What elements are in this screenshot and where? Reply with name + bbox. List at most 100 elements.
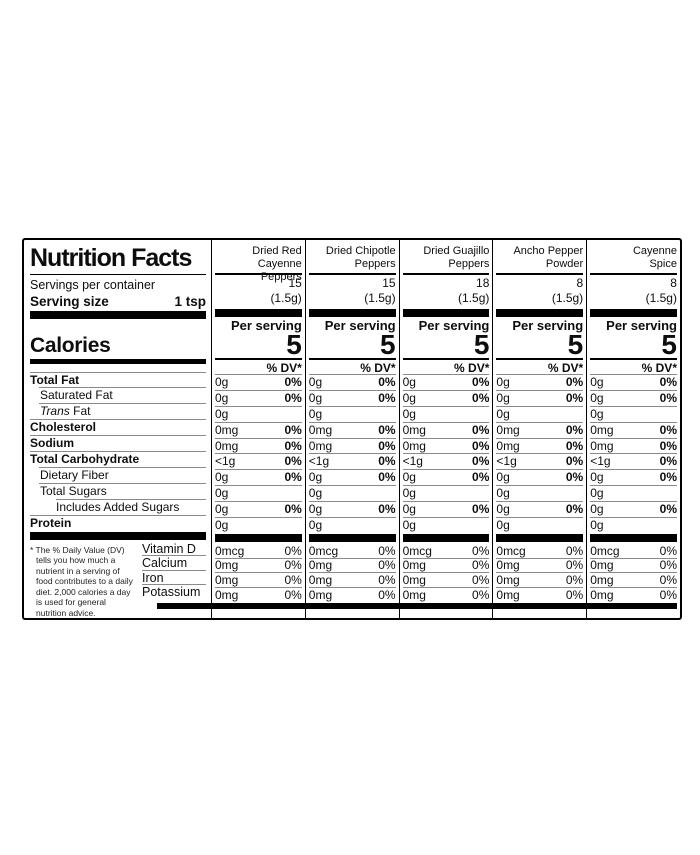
nutrient-row: Saturated Fat <box>30 387 206 403</box>
vitamin-value-row: 0mg 0% <box>402 558 490 573</box>
nutrient-value-row: 0g 0% <box>496 374 583 390</box>
nutrient-value-rows: 0g 0% 0g 0% 0g 0mg 0% 0mg 0% <1g 0% 0g 0% 0g 0g 0% 0g <box>308 374 396 533</box>
nutrient-value-row: 0mg 0% <box>402 437 490 454</box>
thick-divider-bar <box>402 534 490 542</box>
thick-divider-bar <box>590 534 677 542</box>
nutrition-facts-panel: Nutrition Facts Servings per container S… <box>22 238 682 620</box>
nutrient-value-row: 0g 0% <box>308 389 396 406</box>
nutrient-amount: 0g <box>215 470 229 485</box>
nutrient-name-italic-part: Trans <box>40 404 70 419</box>
nutrient-dv: 0% <box>378 454 396 469</box>
serving-weight: (1.5g) <box>270 290 302 305</box>
nutrient-value-row: 0g <box>215 405 302 422</box>
nutrient-amount: <1g <box>308 454 330 469</box>
nutrient-dv: 0% <box>565 390 584 405</box>
nutrient-amount: 0g <box>590 406 604 421</box>
nutrient-value-row: 0g 0% <box>402 469 489 485</box>
nutrient-dv: 0% <box>565 502 584 517</box>
nutrient-amount: 0g <box>496 470 510 485</box>
nutrient-dv: 0% <box>565 422 584 437</box>
product-name-divider <box>496 273 584 275</box>
nutrient-amount: 0g <box>590 390 604 405</box>
nutrient-name: Protein <box>30 515 72 530</box>
vitamin-value-row: 0mg 0% <box>496 558 584 573</box>
nutrient-value-row: 0mg 0% <box>215 421 302 438</box>
product-header: Cayenne Spice 8 (1.5g) Per serving 5% DV* <box>590 240 677 374</box>
vitamin-dv: 0% <box>284 587 302 602</box>
nutrient-amount: 0g <box>402 406 416 421</box>
nutrient-amount: 0g <box>215 406 229 421</box>
vitamin-dv: 0% <box>659 572 677 587</box>
nutrient-value-row: <1g 0% <box>590 453 677 469</box>
servings-count: 8 <box>576 275 584 290</box>
nutrient-dv: 0% <box>472 374 490 389</box>
nutrient-dv: 0% <box>284 422 302 437</box>
vitamin-dv: 0% <box>659 587 677 602</box>
vitamin-dv: 0% <box>378 587 396 602</box>
product-name-divider <box>215 273 302 275</box>
calories-divider-bar <box>496 357 584 360</box>
nutrient-value-row: 0g <box>496 517 583 533</box>
vitamin-amount: 0mg <box>215 572 239 587</box>
vitamin-amount: 0mg <box>308 572 333 587</box>
nutrient-value-row: 0g <box>496 405 583 422</box>
nutrient-amount: 0mg <box>496 422 520 437</box>
nutrient-dv: 0% <box>472 502 490 517</box>
vitamin-name: Vitamin D <box>142 542 206 556</box>
nutrient-row: Trans Fat <box>30 403 206 419</box>
nutrient-name: Sodium <box>30 436 74 451</box>
calories-value: 5 <box>567 328 584 360</box>
thick-divider-bar <box>308 534 396 542</box>
per-serving-label: Per serving <box>230 317 302 333</box>
vitamin-value-row: 0mg 0% <box>590 588 677 603</box>
nutrient-amount: 0mg <box>496 438 520 453</box>
nutrient-value-row: 0mg 0% <box>590 421 677 438</box>
servings-count: 15 <box>382 275 396 290</box>
product-name-divider <box>402 273 490 275</box>
vitamin-value-row: 0mcg 0% <box>308 544 396 559</box>
vitamin-value-rows: 0mcg 0% 0mg 0% 0mg 0% 0mg 0% <box>590 544 677 602</box>
nutrient-amount: 0g <box>308 517 323 532</box>
nutrient-amount: 0g <box>308 502 323 517</box>
vitamin-value-row: 0mg 0% <box>215 573 302 588</box>
nutrient-value-row: 0g <box>402 517 490 533</box>
nutrient-dv: 0% <box>472 438 490 453</box>
vitamin-amount: 0mcg <box>590 543 620 558</box>
nutrient-value-rows: 0g 0% 0g 0% 0g 0mg 0% 0mg 0% <1g 0% 0g 0% 0g 0g 0% 0g <box>590 374 677 533</box>
per-serving-label: Per serving <box>324 317 396 333</box>
nutrient-value-row: 0mg 0% <box>308 421 396 438</box>
nutrient-value-row: 0g <box>308 517 396 533</box>
nutrient-amount: 0g <box>496 486 510 501</box>
nutrient-value-rows: 0g 0% 0g 0% 0g 0mg 0% 0mg 0% <1g 0% 0g 0% 0g 0g 0% 0g <box>402 374 490 533</box>
product-name-divider <box>590 273 677 275</box>
nutrient-value-row: 0g 0% <box>590 389 677 406</box>
bottom-divider-bar <box>157 603 677 609</box>
vitamin-value-row: 0mcg 0% <box>215 544 302 559</box>
nutrient-dv: 0% <box>378 438 396 453</box>
nutrient-dv: 0% <box>659 454 677 469</box>
nutrient-row: Includes Added Sugars <box>30 498 206 515</box>
label-descriptor-column: Nutrition Facts Servings per container S… <box>24 240 211 618</box>
servings-count: 8 <box>670 275 677 290</box>
product-name: Dried Guajillo Peppers <box>423 245 490 270</box>
vitamin-value-row: 0mg 0% <box>496 588 583 603</box>
nutrient-dv: 0% <box>659 422 677 437</box>
thick-divider-bar <box>30 311 206 319</box>
nutrient-name: Cholesterol <box>30 420 97 435</box>
product-name: Ancho Pepper Powder <box>513 245 584 270</box>
per-serving-label: Per serving <box>512 317 584 333</box>
vitamin-amount: 0mg <box>308 558 333 573</box>
nutrient-value-row: 0mg 0% <box>215 437 302 454</box>
nutrient-value-row: 0g <box>402 405 490 422</box>
nutrient-name: Saturated Fat <box>40 388 113 403</box>
nutrient-amount: 0g <box>215 517 229 532</box>
nutrient-dv: 0% <box>284 438 302 453</box>
nutrient-value-row: <1g 0% <box>402 453 489 469</box>
nutrient-amount: 0g <box>590 486 604 501</box>
serving-weight: (1.5g) <box>645 290 677 305</box>
nutrient-amount: <1g <box>496 454 517 469</box>
thick-divider-bar <box>402 308 490 317</box>
nutrient-amount: 0g <box>308 470 323 485</box>
calories-divider-bar <box>30 359 206 364</box>
product-name-divider <box>308 273 396 275</box>
